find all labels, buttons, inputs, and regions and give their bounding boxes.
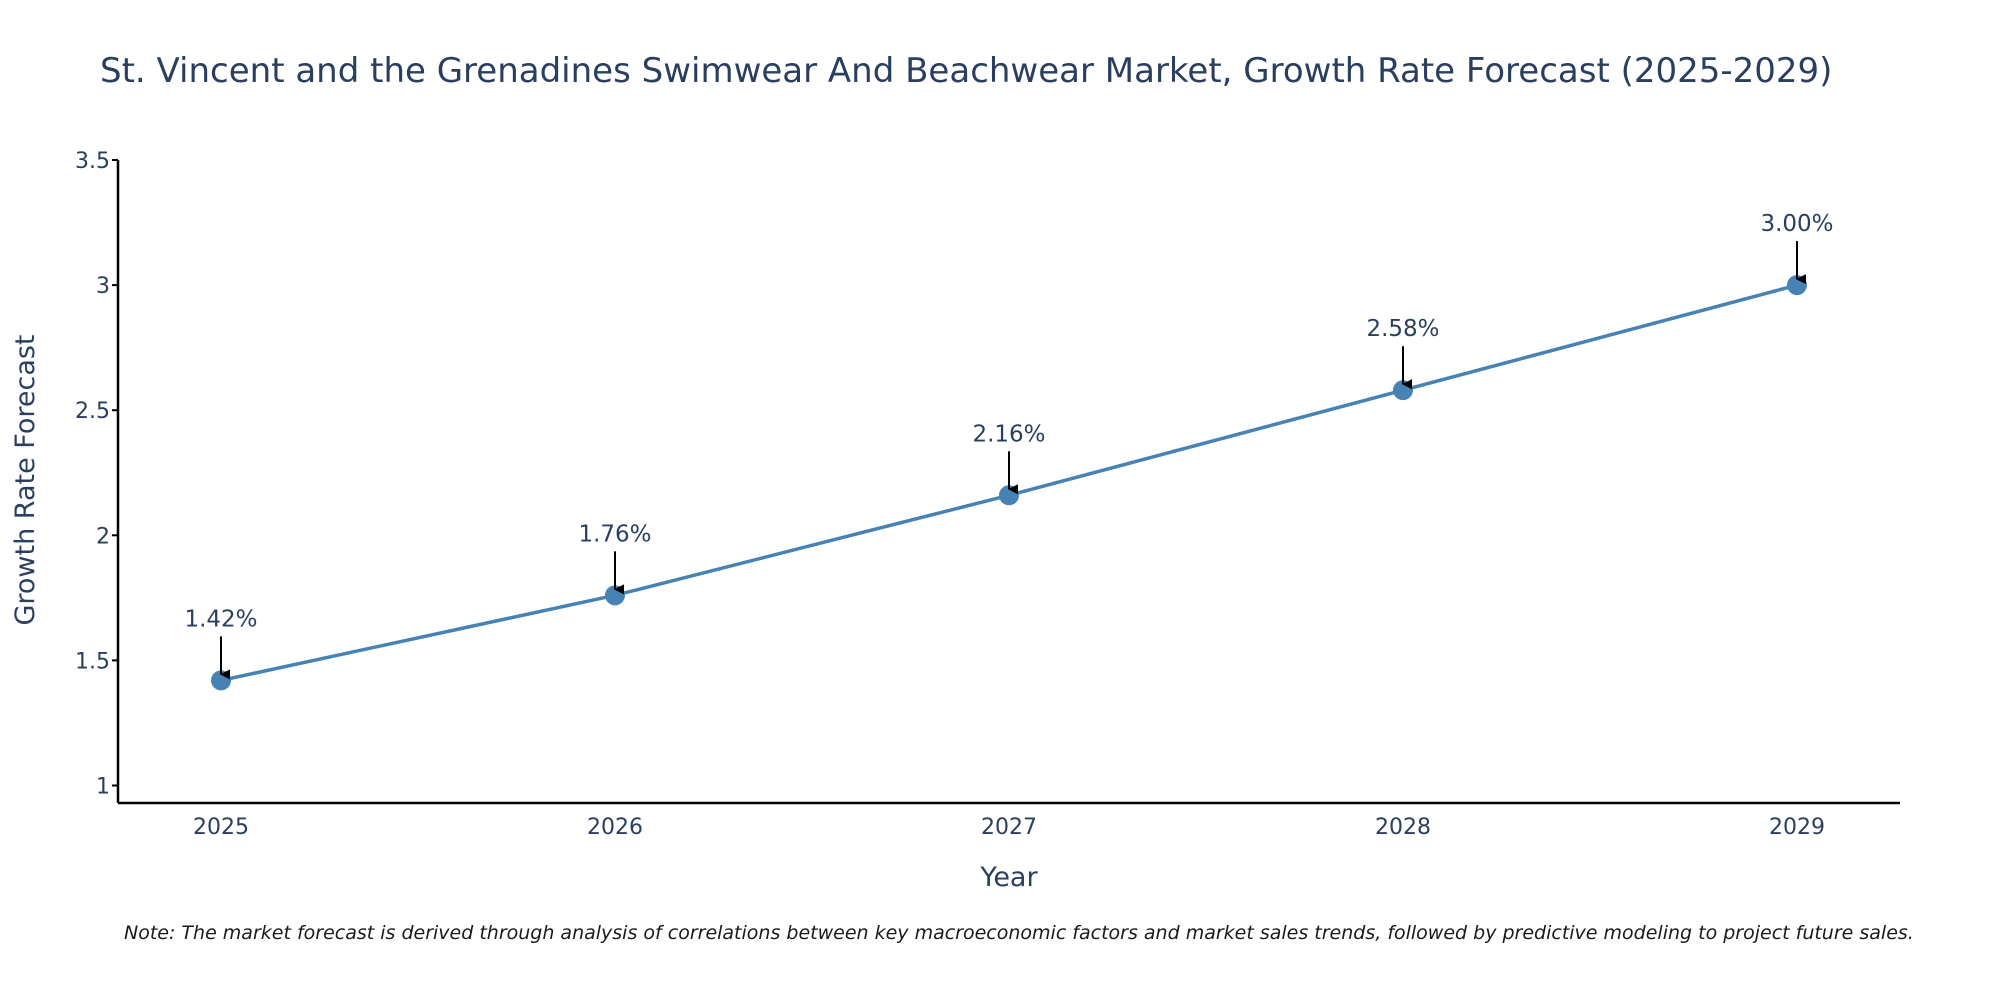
x-tick-label: 2025 [193,815,249,840]
data-label: 3.00% [1760,211,1833,237]
y-axis-title: Growth Rate Forecast [10,334,41,625]
y-tick-label: 2.5 [75,399,110,424]
y-ticks: 1 1.5 2 2.5 3 3.5 [75,149,118,799]
x-ticks: 2025 2026 2027 2028 2029 [193,815,1825,840]
y-tick-label: 3 [96,274,110,299]
x-axis-title: Year [979,862,1038,893]
chart-title: St. Vincent and the Grenadines Swimwear … [100,51,1832,91]
x-tick-label: 2026 [587,815,643,840]
x-tick-label: 2029 [1769,815,1825,840]
plot-area: 11.522.533.5 2025 2026 2027 2028 2029 1.42%1… [75,149,1900,840]
x-tick-label: 2027 [981,815,1037,840]
y-tick-label: 1 [96,774,110,799]
x-tick-label: 2028 [1375,815,1431,840]
data-label: 2.58% [1366,316,1439,342]
footnote: Note: The market forecast is derived thr… [124,922,1914,944]
y-tick-label: 3.5 [75,149,110,174]
y-tick-label: 1.5 [75,649,110,674]
data-label: 2.16% [972,421,1045,447]
data-label: 1.76% [578,521,651,547]
y-tick-label: 2 [96,524,110,549]
data-label: 1.42% [184,606,257,632]
data-annotations: 1.42% 1.76% 2.16% 2.58% 3.00% [184,211,1834,680]
